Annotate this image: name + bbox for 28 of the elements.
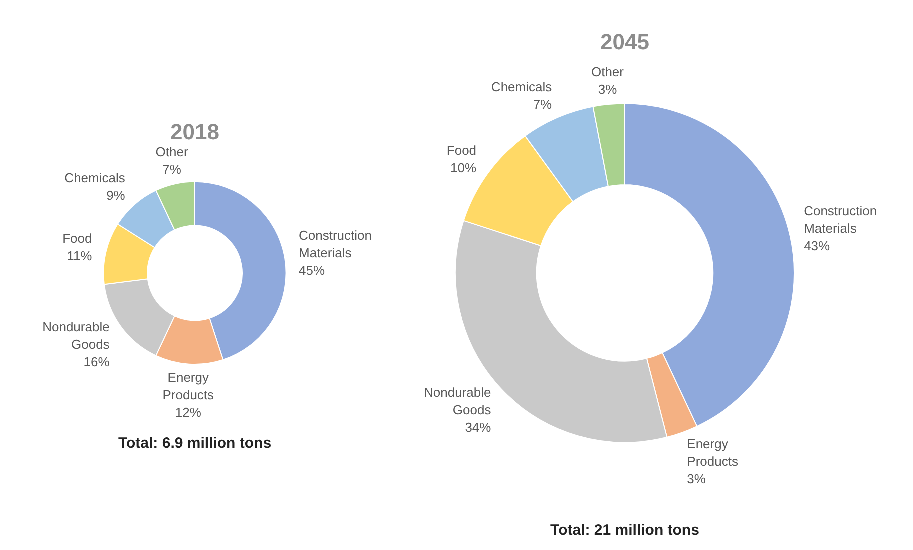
text: Total: 6.9 million tons bbox=[117, 435, 273, 452]
slice-label: Energy Products bbox=[162, 370, 215, 402]
chart-title: 2018 bbox=[170, 119, 220, 144]
slice-label: Energy Products bbox=[687, 436, 739, 469]
slice-label: Food bbox=[446, 142, 477, 158]
slice-label: Other bbox=[156, 144, 189, 160]
slice-label: Food bbox=[62, 231, 92, 246]
slice-label: Nondurable Goods bbox=[42, 319, 110, 352]
text: Total: 21 million tons bbox=[550, 522, 700, 539]
data-label: 3% bbox=[687, 471, 706, 486]
slice-label: Other bbox=[591, 64, 625, 80]
slice-label: Chemicals bbox=[64, 170, 126, 186]
data-label: 12% bbox=[175, 404, 202, 420]
data-label: 7% bbox=[162, 162, 182, 178]
chart-title: 2045 bbox=[600, 29, 650, 54]
data-label: 16% bbox=[84, 354, 110, 370]
slice-label: Construction Materials bbox=[299, 228, 372, 261]
data-label: 7% bbox=[533, 97, 553, 112]
data-label: 43% bbox=[804, 238, 831, 254]
data-label: 3% bbox=[598, 82, 618, 98]
slice-label: Nondurable Goods bbox=[424, 384, 492, 418]
data-label: 34% bbox=[465, 420, 492, 435]
slice-label: Chemicals bbox=[491, 80, 553, 95]
data-label: 9% bbox=[106, 188, 126, 203]
data-label: 11% bbox=[67, 248, 93, 264]
data-label: 45% bbox=[299, 263, 326, 278]
data-label: 10% bbox=[450, 160, 477, 176]
slice-label: Construction Materials bbox=[804, 203, 878, 236]
